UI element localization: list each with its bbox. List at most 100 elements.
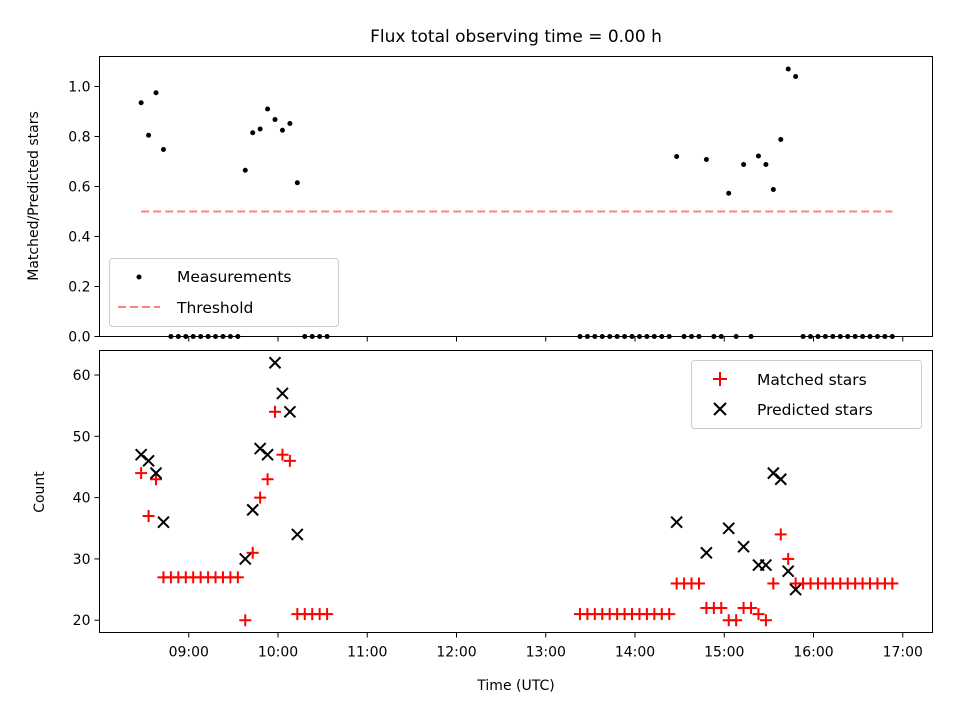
matched-star-point xyxy=(663,608,676,621)
predicted-star-point xyxy=(700,546,713,560)
matched-star-point xyxy=(767,577,780,590)
matched-star-point xyxy=(730,614,743,627)
predicted-star-point xyxy=(291,528,304,541)
top-y-tick-label: 0.8 xyxy=(68,130,90,146)
matched-star-point xyxy=(261,473,274,486)
bottom-x-tick-label: 16:00 xyxy=(793,645,833,661)
bottom-axes-frame xyxy=(99,350,933,633)
matched-star-point xyxy=(774,528,787,541)
matched-star-point xyxy=(321,608,334,621)
measurement-point xyxy=(741,162,747,167)
measurement-point xyxy=(770,187,776,192)
matched-star-point xyxy=(276,448,289,461)
matched-star-point xyxy=(231,571,244,584)
matched-star-point xyxy=(715,601,728,614)
legend-matched-label: Matched stars xyxy=(757,371,867,389)
matched-star-point xyxy=(135,467,148,480)
measurement-point xyxy=(242,167,248,173)
top-legend-box xyxy=(109,258,339,327)
measurement-point xyxy=(250,130,256,136)
bottom-y-axis-label: Count xyxy=(32,471,48,513)
predicted-star-point xyxy=(276,387,289,400)
bottom-x-tick-label: 12:00 xyxy=(436,645,476,661)
measurement-point xyxy=(703,157,709,162)
predicted-star-point xyxy=(737,540,750,553)
top-y-tick-label: 0.0 xyxy=(68,330,90,346)
bottom-legend: Matched stars Predicted stars xyxy=(691,360,922,429)
matched-star-point xyxy=(759,614,772,627)
measurement-point xyxy=(674,154,680,159)
matched-star-point xyxy=(239,614,252,627)
bottom-y-tick-label: 40 xyxy=(73,491,91,507)
matched-star-point xyxy=(283,454,296,467)
matched-star-point xyxy=(246,546,259,559)
predicted-star-point xyxy=(246,503,259,517)
measurement-point xyxy=(726,190,732,196)
predicted-star-point xyxy=(283,405,297,419)
legend-measurements-marker xyxy=(136,274,142,280)
legend-predicted-marker xyxy=(713,402,727,416)
bottom-y-tick-label: 60 xyxy=(73,368,91,384)
bottom-y-axis: 20 30 40 50 60 xyxy=(73,368,100,629)
bottom-plot-area xyxy=(134,356,899,627)
bottom-x-tick-label: 10:00 xyxy=(258,645,298,661)
measurement-point xyxy=(160,147,166,152)
predicted-star-point xyxy=(670,515,683,529)
measurement-point xyxy=(146,132,152,138)
legend-threshold-label: Threshold xyxy=(176,299,253,317)
top-legend: Measurements Threshold xyxy=(109,258,339,327)
top-x-axis-ticks xyxy=(188,336,904,342)
bottom-x-tick-label: 09:00 xyxy=(169,645,209,661)
top-y-axis-label: Matched/Predicted stars xyxy=(26,111,42,281)
measurement-point xyxy=(287,121,293,126)
predicted-star-point xyxy=(759,558,773,572)
measurement-point xyxy=(785,66,791,72)
bottom-x-tick-label: 11:00 xyxy=(347,645,387,661)
predicted-star-point xyxy=(149,466,163,480)
measurement-point xyxy=(793,74,799,79)
chart-title: Flux total observing time = 0.00 h xyxy=(370,27,662,47)
legend-matched-marker xyxy=(713,372,727,386)
bottom-x-tick-label: 14:00 xyxy=(615,645,655,661)
measurement-point xyxy=(778,137,784,142)
top-axes-frame xyxy=(99,56,933,337)
top-y-axis: 0.0 0.2 0.4 0.6 0.8 1.0 xyxy=(68,80,100,346)
matched-star-point xyxy=(745,601,758,614)
matched-star-point xyxy=(886,577,899,590)
predicted-star-point xyxy=(782,564,795,578)
matched-star-point xyxy=(269,405,282,418)
predicted-star-point xyxy=(142,454,155,468)
bottom-y-tick-label: 50 xyxy=(73,429,91,445)
measurement-point xyxy=(279,127,285,133)
top-y-tick-label: 0.2 xyxy=(68,280,90,296)
legend-predicted-label: Predicted stars xyxy=(757,401,873,419)
top-y-tick-label: 0.6 xyxy=(68,180,90,196)
predicted-star-point xyxy=(261,448,274,461)
bottom-x-axis: 09:00 10:00 11:00 12:00 13:00 14:00 15:00 16:00… xyxy=(169,632,923,661)
top-y-tick-label: 0.4 xyxy=(68,230,90,246)
bottom-x-tick-label: 15:00 xyxy=(704,645,744,661)
measurement-point xyxy=(755,153,761,159)
bottom-y-tick-label: 30 xyxy=(73,552,91,568)
predicted-star-point xyxy=(789,583,802,596)
matched-star-point xyxy=(782,552,795,565)
bottom-x-tick-label: 13:00 xyxy=(526,645,566,661)
legend-measurements-label: Measurements xyxy=(177,268,292,286)
bottom-y-tick-label: 20 xyxy=(73,613,91,629)
top-y-tick-label: 1.0 xyxy=(68,80,90,96)
predicted-star-point xyxy=(239,552,252,566)
measurement-point xyxy=(257,126,263,132)
predicted-star-point xyxy=(774,473,787,486)
bottom-x-tick-label: 17:00 xyxy=(883,645,923,661)
matched-star-point xyxy=(692,577,705,590)
predicted-star-point xyxy=(722,522,735,535)
measurement-point xyxy=(265,106,271,112)
measurement-point xyxy=(294,180,300,186)
predicted-star-point xyxy=(268,356,282,369)
measurement-point xyxy=(272,117,278,122)
matched-star-point xyxy=(142,510,155,523)
matched-star-point xyxy=(150,473,163,486)
matched-star-point xyxy=(752,608,765,621)
bottom-legend-box xyxy=(691,360,922,429)
